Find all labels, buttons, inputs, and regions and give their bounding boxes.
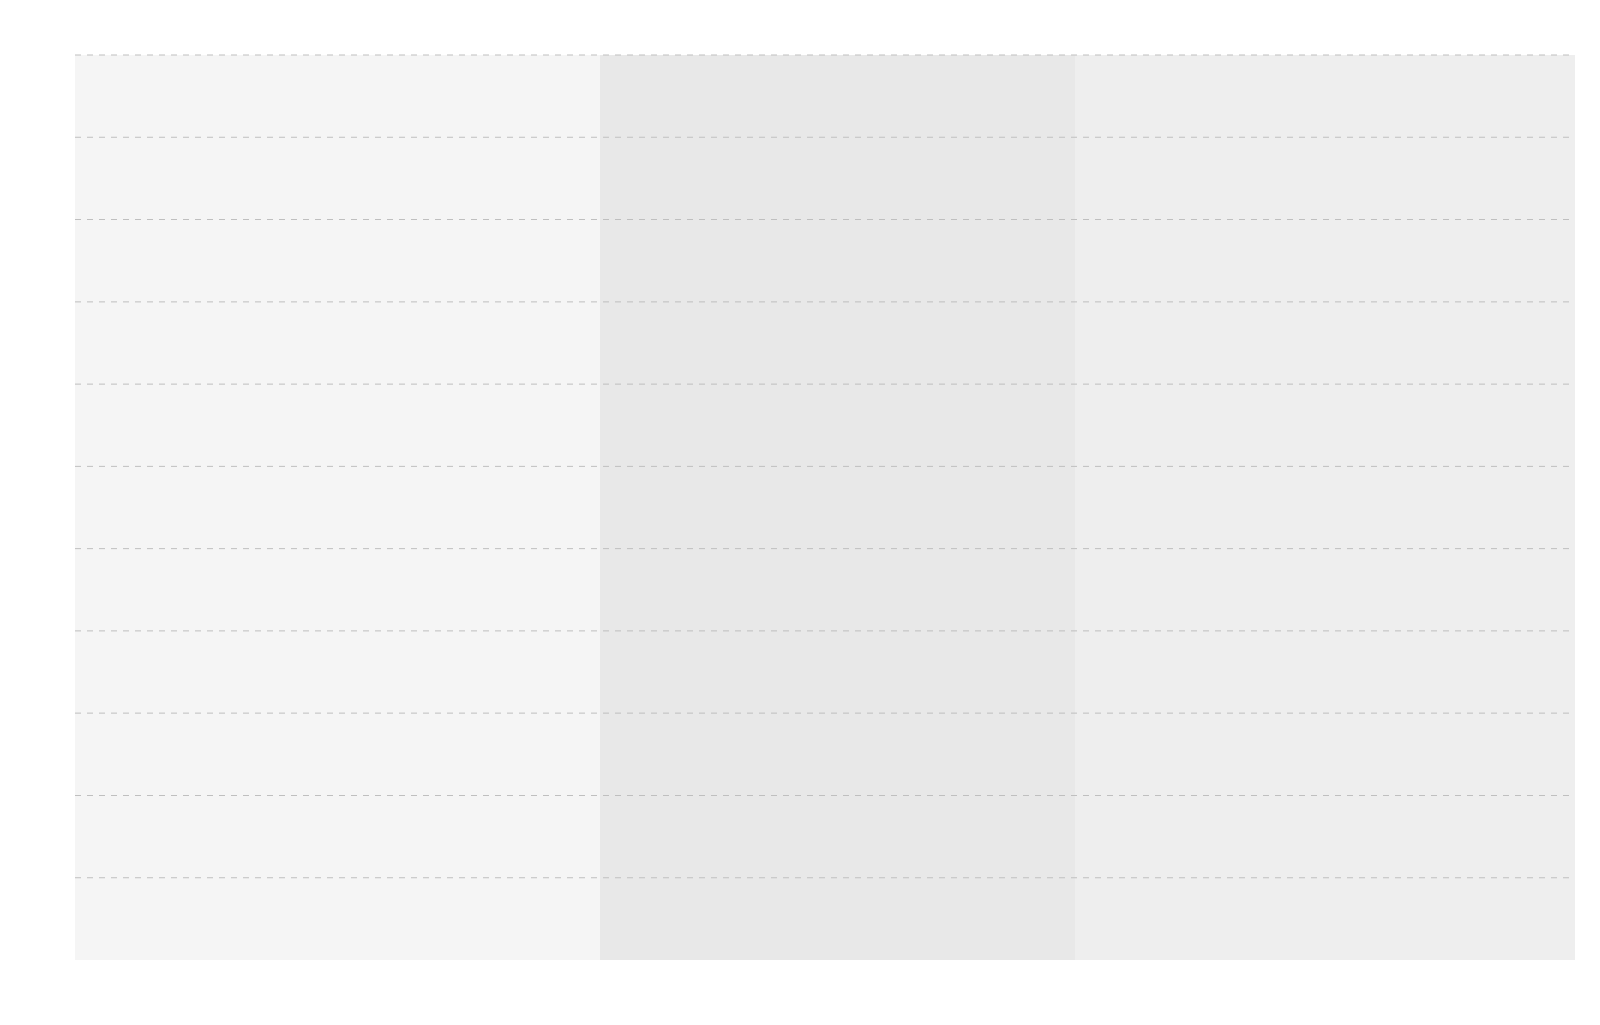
population-chart <box>0 0 1600 1025</box>
region-collapse-era <box>600 55 1075 960</box>
region-forecast-era <box>1075 55 1575 960</box>
region-rsfsr-era <box>75 55 600 960</box>
